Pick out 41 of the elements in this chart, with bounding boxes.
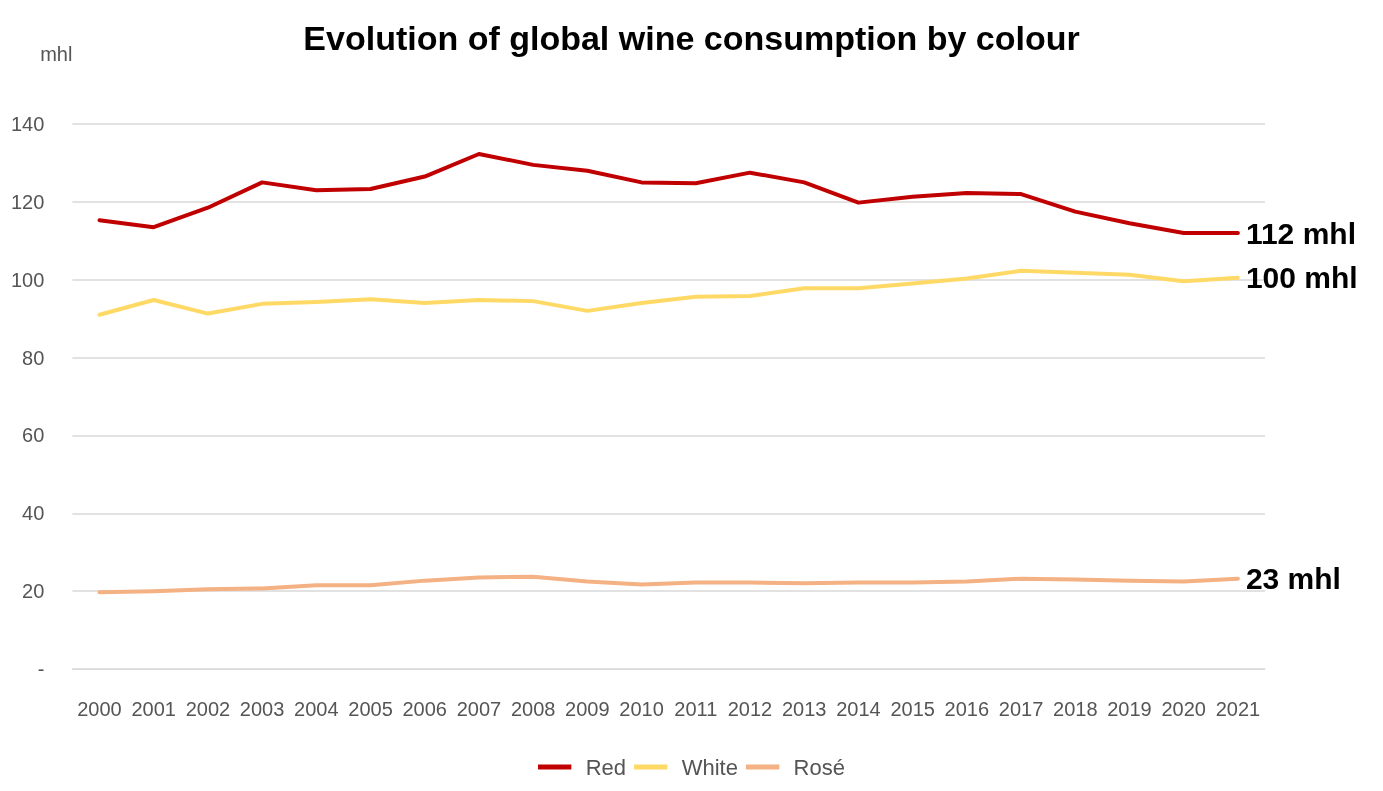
x-tick-label: 2018 [1053, 698, 1098, 720]
y-tick-label: 100 [10, 268, 45, 291]
x-tick-label: 2021 [1215, 698, 1261, 720]
chart-title: Evolution of global wine consumption by colour [303, 19, 1080, 57]
legend-label: Red [585, 754, 627, 780]
annotation: 112 mhl [1245, 216, 1356, 250]
x-tick-label: 2004 [294, 698, 339, 720]
x-tick-label: 2013 [781, 698, 827, 720]
y-tick-label: 20 [22, 580, 45, 603]
x-tick-label: 2006 [402, 698, 447, 720]
y-axis-title: mhl [40, 43, 73, 65]
x-tick-label: 2007 [456, 698, 502, 720]
x-tick-label: 2017 [998, 698, 1044, 720]
x-tick-label: 2014 [836, 698, 881, 720]
x-tick-label: 2000 [77, 698, 122, 720]
x-tick-label: 2001 [131, 698, 176, 720]
x-tick-label: 2019 [1107, 698, 1152, 720]
y-tick-label: 120 [10, 190, 45, 213]
x-tick-label: 2020 [1161, 698, 1206, 720]
y-tick-label: 140 [10, 113, 45, 135]
legend-label: White [681, 754, 738, 780]
x-tick-label: 2003 [239, 698, 285, 720]
x-tick-label: 2005 [348, 698, 393, 720]
x-tick-label: 2012 [727, 698, 773, 720]
y-tick-label: 60 [22, 424, 45, 447]
line-series [97, 268, 1240, 317]
x-tick-label: 2015 [890, 698, 935, 720]
x-tick-label: 2010 [619, 698, 664, 720]
legend-label: Rosé [793, 754, 845, 780]
line-series [97, 151, 1240, 235]
annotation: 100 mhl [1245, 261, 1358, 295]
y-tick-label: 40 [22, 502, 45, 525]
x-tick-label: 2009 [565, 698, 610, 720]
line-series [97, 574, 1240, 595]
y-tick-label: - [37, 658, 45, 680]
x-tick-label: 2016 [944, 698, 990, 720]
x-tick-label: 2008 [510, 698, 556, 720]
x-tick-label: 2011 [674, 698, 718, 720]
x-tick-label: 2002 [185, 698, 231, 720]
y-tick-label: 80 [22, 346, 45, 369]
annotation: 23 mhl [1245, 562, 1341, 596]
